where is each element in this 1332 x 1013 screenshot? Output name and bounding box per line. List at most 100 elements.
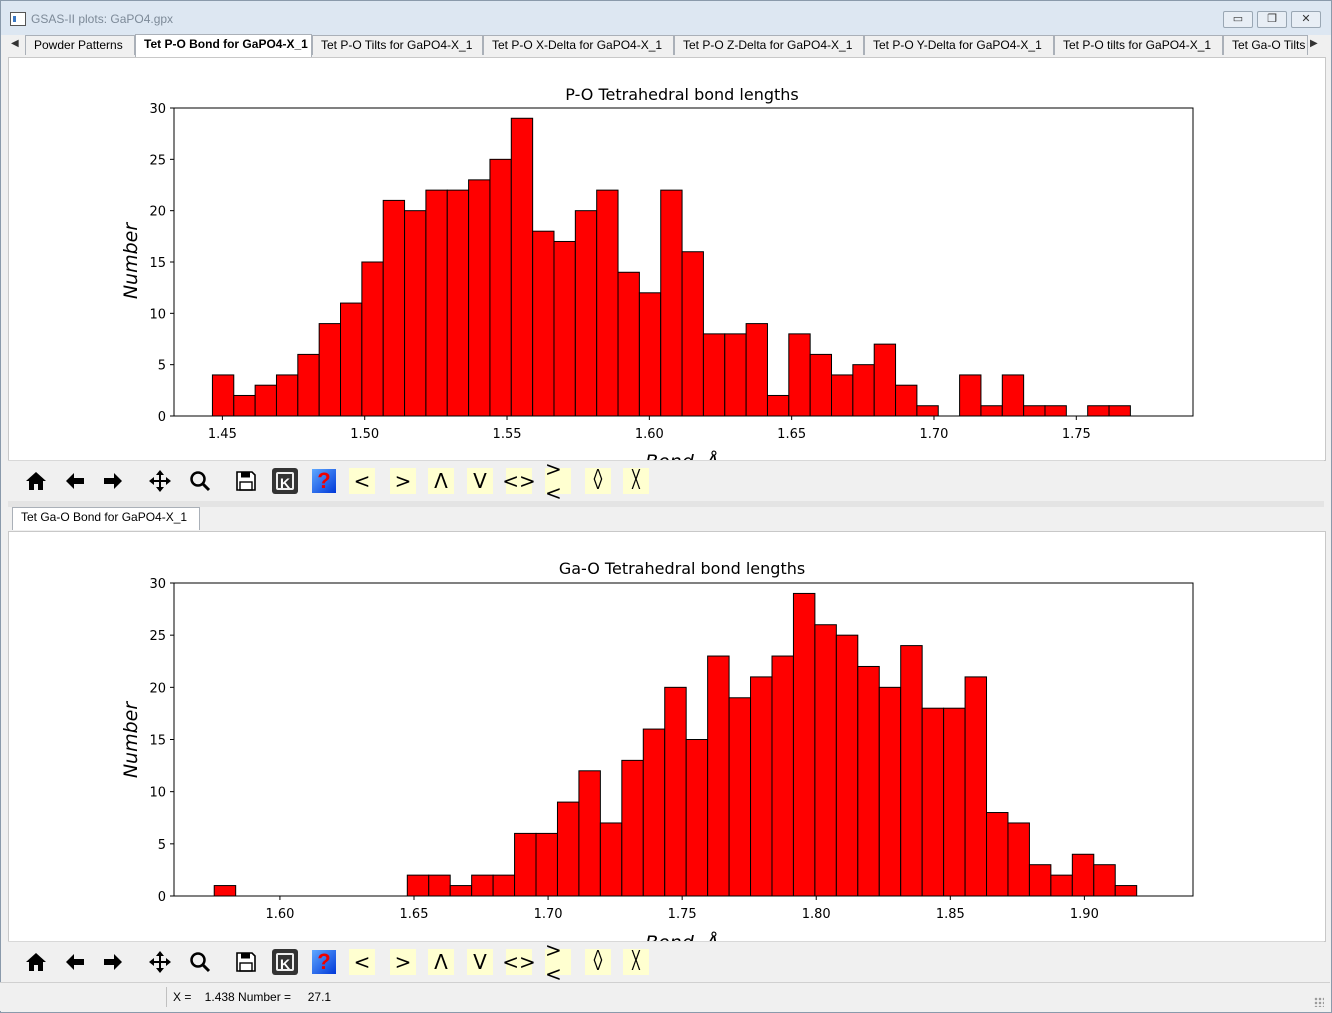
histogram-bar: [745, 323, 768, 417]
histogram-bar: [596, 189, 619, 417]
tab-tet-gao-bond[interactable]: Tet Ga-O Bond for GaPO4-X_1: [12, 507, 200, 530]
histogram-bar: [707, 655, 730, 897]
histogram-bar: [492, 874, 516, 897]
histogram-bar: [895, 384, 918, 417]
tab-scroll-right-icon[interactable]: ▶: [1310, 38, 1318, 49]
histogram-bar: [471, 874, 494, 897]
histogram-bar: [425, 189, 448, 417]
histogram-bar: [617, 271, 640, 417]
x-axis-label: Bond, Å: [645, 450, 719, 460]
po-histogram-chart[interactable]: P-O Tetrahedral bond lengths Number Bond…: [9, 58, 1323, 473]
histogram-bar: [638, 292, 662, 417]
zoom-icon[interactable]: [184, 946, 216, 978]
histogram-bar: [792, 592, 816, 897]
x-tick-label: 1.55: [493, 427, 522, 442]
expand-horizontal-icon[interactable]: <>: [502, 468, 536, 494]
histogram-bar: [1028, 864, 1052, 897]
histogram-bar: [449, 885, 473, 897]
x-tick-labels: 1.60 1.65 1.70 1.75 1.80 1.85 1.90: [265, 896, 1099, 922]
back-arrow-icon[interactable]: [59, 465, 91, 497]
shift-down-icon[interactable]: V: [464, 946, 496, 978]
restore-button[interactable]: ❐: [1257, 11, 1287, 28]
zoom-icon[interactable]: [184, 465, 216, 497]
histogram-bar: [831, 374, 854, 417]
histogram-bar: [986, 812, 1009, 897]
histogram-bar: [702, 333, 726, 417]
k-key-icon[interactable]: K: [269, 946, 301, 978]
tab-scroll-left-icon[interactable]: ◀: [11, 38, 19, 49]
home-icon[interactable]: [20, 946, 52, 978]
lower-plot-panel: Ga-O Tetrahedral bond lengths Number Bon…: [8, 531, 1326, 954]
shift-up-icon[interactable]: Λ: [425, 946, 457, 978]
x-tick-label: 1.90: [1070, 907, 1099, 922]
title-bar[interactable]: GSAS-II plots: GaPO4.gpx ▭ ❐ ✕: [1, 1, 1331, 35]
y-tick-label: 5: [158, 838, 166, 853]
shift-up-icon[interactable]: Λ: [425, 465, 457, 497]
shift-left-icon[interactable]: <: [346, 465, 378, 497]
help-icon[interactable]: ?: [308, 946, 340, 978]
histogram-bar: [532, 230, 555, 417]
y-tick-labels: 0 5 10 15 20 25 30: [149, 102, 174, 425]
x-tick-label: 1.65: [400, 907, 429, 922]
help-icon[interactable]: ?: [308, 465, 340, 497]
tab-tet-po-z-delta[interactable]: Tet P-O Z-Delta for GaPO4-X_1: [674, 35, 864, 55]
histogram-bar: [446, 189, 470, 417]
histogram-bars: [213, 592, 1138, 897]
resize-grip-icon[interactable]: [1314, 997, 1324, 1007]
histogram-bar: [900, 645, 923, 897]
x-tick-label: 1.60: [635, 427, 664, 442]
forward-arrow-icon[interactable]: [97, 946, 129, 978]
shift-right-icon[interactable]: >: [387, 465, 419, 497]
histogram-bar: [1087, 405, 1110, 417]
histogram-bar: [1108, 405, 1131, 417]
tab-tet-po-y-delta[interactable]: Tet P-O Y-Delta for GaPO4-X_1: [864, 35, 1054, 55]
expand-horizontal-icon[interactable]: <>: [502, 949, 536, 975]
home-icon[interactable]: [20, 465, 52, 497]
shrink-horizontal-icon[interactable]: ><: [542, 457, 574, 505]
pan-icon[interactable]: [144, 946, 176, 978]
x-tick-label: 1.85: [936, 907, 965, 922]
histogram-bar: [556, 801, 580, 897]
pan-icon[interactable]: [144, 465, 176, 497]
tab-powder-patterns[interactable]: Powder Patterns: [25, 35, 135, 55]
lower-tab-strip: Tet Ga-O Bond for GaPO4-X_1: [8, 507, 1324, 530]
histogram-bar: [1093, 864, 1116, 897]
plot-frame: [173, 582, 1194, 897]
splitter-sash[interactable]: [8, 501, 1324, 507]
chart-title: P-O Tetrahedral bond lengths: [565, 85, 798, 104]
tab-tet-po-bond[interactable]: Tet P-O Bond for GaPO4-X_1: [135, 34, 312, 57]
histogram-bar: [878, 686, 902, 897]
histogram-bar: [857, 665, 880, 897]
gao-histogram-chart[interactable]: Ga-O Tetrahedral bond lengths Number Bon…: [9, 532, 1323, 954]
shift-left-icon[interactable]: <: [346, 946, 378, 978]
x-tick-label: 1.60: [265, 907, 294, 922]
save-icon[interactable]: [230, 465, 262, 497]
shift-down-icon[interactable]: V: [464, 465, 496, 497]
histogram-bar: [275, 374, 299, 417]
minimize-button[interactable]: ▭: [1223, 11, 1253, 28]
save-icon[interactable]: [230, 946, 262, 978]
histogram-bar: [535, 832, 558, 897]
shrink-horizontal-icon[interactable]: ><: [542, 938, 574, 986]
forward-arrow-icon[interactable]: [97, 465, 129, 497]
back-arrow-icon[interactable]: [59, 946, 91, 978]
y-axis-label: Number: [120, 701, 142, 779]
shift-right-icon[interactable]: >: [387, 946, 419, 978]
k-key-icon[interactable]: K: [269, 465, 301, 497]
tab-tet-po-tilts-2[interactable]: Tet P-O tilts for GaPO4-X_1: [1054, 35, 1223, 55]
histogram-bar: [766, 394, 790, 417]
histogram-bar: [297, 353, 320, 417]
cursor-readout: X = 1.438 Number = 27.1: [166, 987, 1323, 1007]
y-tick-label: 30: [149, 577, 166, 592]
histogram-bar: [724, 333, 747, 417]
close-button[interactable]: ✕: [1291, 11, 1321, 28]
histogram-bar: [1114, 885, 1138, 897]
upper-plot-toolbar: K? < > Λ V <> >< Λ V V Λ: [8, 457, 1324, 505]
tab-tet-po-tilts[interactable]: Tet P-O Tilts for GaPO4-X_1: [312, 35, 483, 55]
tab-tet-po-x-delta[interactable]: Tet P-O X-Delta for GaPO4-X_1: [483, 35, 674, 55]
tab-tet-gao-tilts[interactable]: Tet Ga-O Tilts: [1223, 35, 1308, 55]
